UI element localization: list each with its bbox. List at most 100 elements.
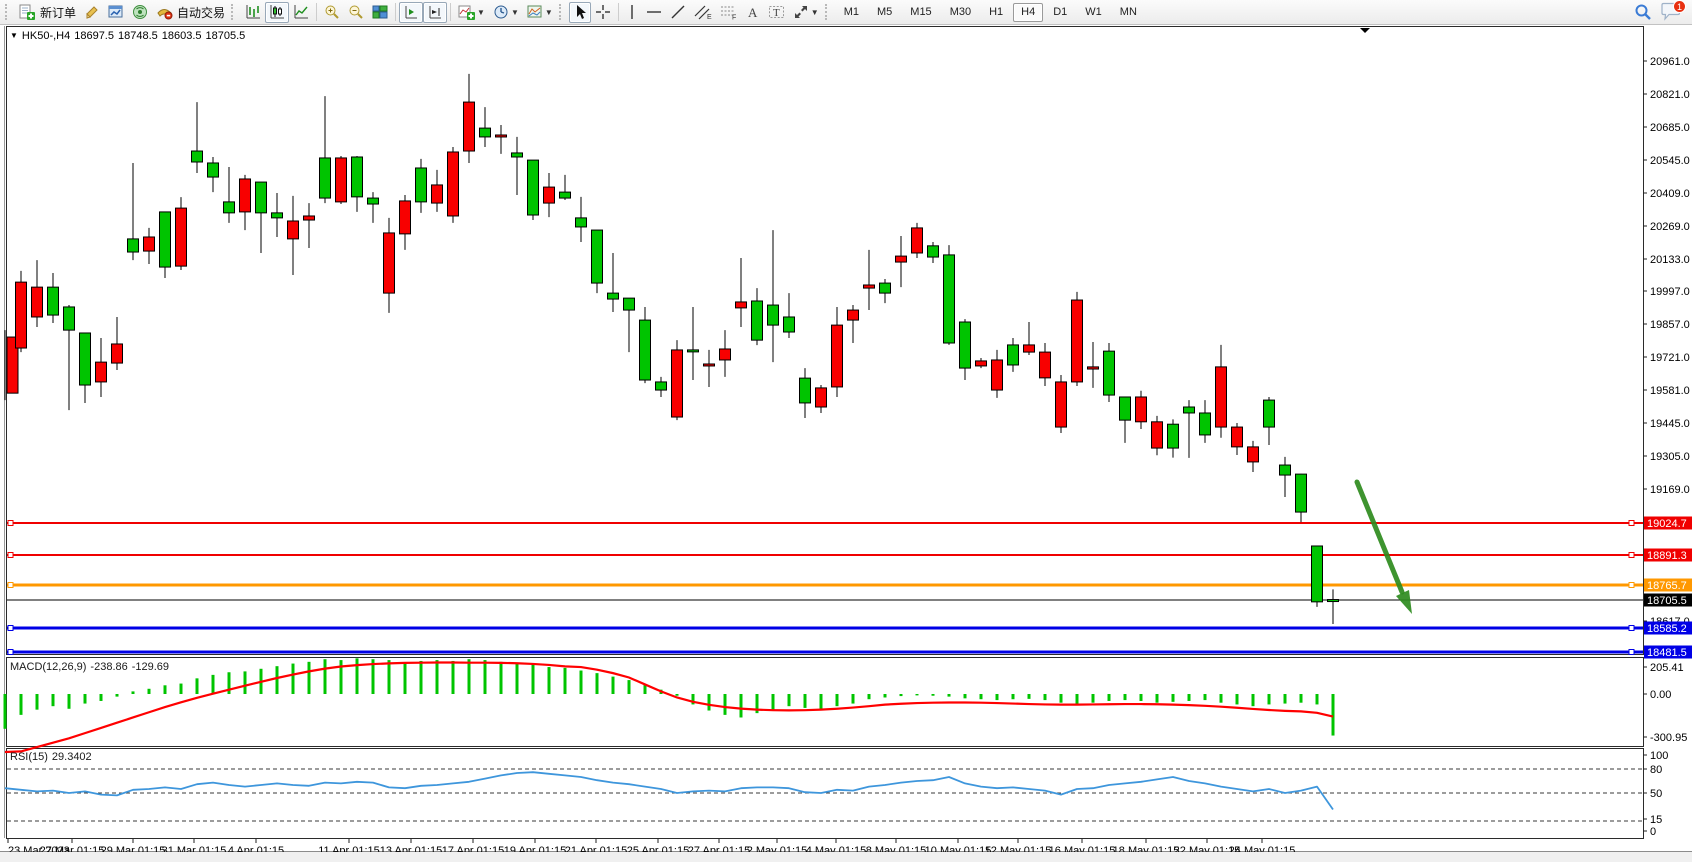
candle-body [1087,366,1099,370]
timeframe-button-h1[interactable]: H1 [981,3,1011,22]
timeframe-button-m30[interactable]: M30 [942,3,979,22]
timeframe-button-h4[interactable]: H4 [1013,2,1044,22]
macd-label: MACD(12,26,9) -238.86 -129.69 [10,661,173,673]
collapse-triangle-icon[interactable]: ▼ [10,31,18,40]
candle-body [399,200,411,235]
toolbar-separator [316,3,318,21]
templates-button[interactable]: ▼ [523,2,557,23]
shapes-tool-button[interactable]: ▼ [789,2,823,23]
main-panel[interactable] [6,26,1644,655]
svg-text:20133.0: 20133.0 [1650,254,1690,266]
candle-body [1327,599,1339,603]
horizontal-line[interactable] [7,625,1643,631]
svg-text:27 Apr 01:15: 27 Apr 01:15 [688,845,750,852]
macd-histogram [3,658,1335,736]
candles-group[interactable] [4,73,1339,624]
candle-body [159,211,171,268]
horizontal-line-tool-button[interactable] [642,2,666,23]
candle-body [1023,344,1035,353]
candle-body [207,162,219,178]
notifications-button[interactable]: 1 [1660,0,1686,22]
signals-button[interactable] [128,2,152,23]
trendline-tool-button[interactable] [666,2,690,23]
candle-body [655,381,667,391]
svg-text:-300.95: -300.95 [1650,732,1687,744]
auto-trading-label: 自动交易 [177,5,226,20]
search-icon[interactable] [1634,3,1652,21]
timeframe-button-mn[interactable]: MN [1112,3,1145,22]
candle-body [335,157,347,203]
periods-button[interactable]: ▼ [489,2,523,23]
price-badge: 18585.2 [1644,621,1692,635]
chart-shift-marker-icon[interactable] [1360,28,1370,33]
svg-text:15: 15 [1650,814,1662,826]
market-watch-button[interactable] [104,2,128,23]
new-order-button[interactable]: 新订单 [15,2,80,23]
chart-window[interactable]: 20961.0 20821.0 20685.0 20545.0 20409.0 20269… [0,25,1692,852]
tile-windows-icon [372,5,388,19]
timeframe-button-m1[interactable]: M1 [836,3,867,22]
crosshair-tool-button[interactable] [591,2,615,23]
candle-body [1039,351,1051,379]
chevron-down-icon: ▼ [510,7,519,17]
cursor-tool-button[interactable] [568,1,591,23]
timeframe-button-m5[interactable]: M5 [869,3,900,22]
candle-body [303,215,315,221]
status-strip [0,852,1692,862]
candle-body [1215,366,1227,428]
candle-body [6,336,19,394]
toolbar-grip[interactable] [231,4,238,20]
zoom-in-button[interactable] [320,2,344,23]
svg-text:0.00: 0.00 [1650,689,1671,701]
rsi-panel[interactable] [6,748,1644,839]
candle-body [111,343,123,364]
macd-panel[interactable] [6,657,1644,747]
timeframe-button-d1[interactable]: D1 [1045,3,1075,22]
svg-text:A: A [748,5,758,20]
chart-canvas[interactable]: 20961.0 20821.0 20685.0 20545.0 20409.0 20269… [0,25,1692,852]
toolbar-grip[interactable] [824,4,832,20]
tile-windows-button[interactable] [368,2,392,23]
timeframe-button-w1[interactable]: W1 [1077,3,1110,22]
horizontal-line-icon [646,11,661,13]
candle-body [15,281,27,349]
label-tool-button[interactable]: T [764,2,789,23]
horizontal-line[interactable] [7,582,1643,588]
auto-trading-button[interactable]: 自动交易 [152,2,229,23]
svg-text:24 May 01:15: 24 May 01:15 [1229,845,1296,852]
svg-text:19997.0: 19997.0 [1650,286,1690,298]
zoom-out-button[interactable] [344,2,368,23]
channel-tool-button[interactable]: E [690,2,716,23]
trend-arrow-annotation[interactable] [1354,479,1412,614]
text-tool-button[interactable]: A [742,2,764,23]
svg-text:20545.0: 20545.0 [1650,155,1690,167]
candle-body [1231,426,1243,448]
chart-window-icon [108,5,123,18]
svg-text:25 Apr 01:15: 25 Apr 01:15 [627,845,689,852]
candle-body [1183,406,1195,414]
bars-chart-icon [246,5,261,19]
fibonacci-tool-button[interactable]: F [716,2,742,23]
chart-shift-button[interactable] [399,1,424,23]
toolbar-grip[interactable] [5,4,12,20]
bar-chart-button[interactable] [241,2,265,23]
toolbar-grip[interactable] [558,4,566,20]
macd-signal-value: -129.69 [131,661,170,673]
candle-body [607,292,619,300]
candle-body [1071,299,1083,383]
horizontal-line[interactable] [7,520,1643,526]
auto-scroll-button[interactable] [423,1,448,23]
chart-title: ▼ HK50-,H4 18697.5 18748.5 18603.5 18705.5 [10,30,249,42]
timeframe-button-m15[interactable]: M15 [902,3,939,22]
horizontal-line[interactable] [7,552,1643,558]
horizontal-line[interactable] [7,649,1643,655]
zoom-out-icon [349,5,363,19]
indicators-button[interactable]: ▼ [454,2,489,23]
line-chart-button[interactable] [289,2,313,23]
vertical-line-tool-button[interactable] [622,2,642,23]
candle-chart-button[interactable] [265,1,290,23]
styles-button[interactable] [80,2,104,23]
svg-text:20269.0: 20269.0 [1650,221,1690,233]
svg-text:10 May 01:15: 10 May 01:15 [925,845,992,852]
